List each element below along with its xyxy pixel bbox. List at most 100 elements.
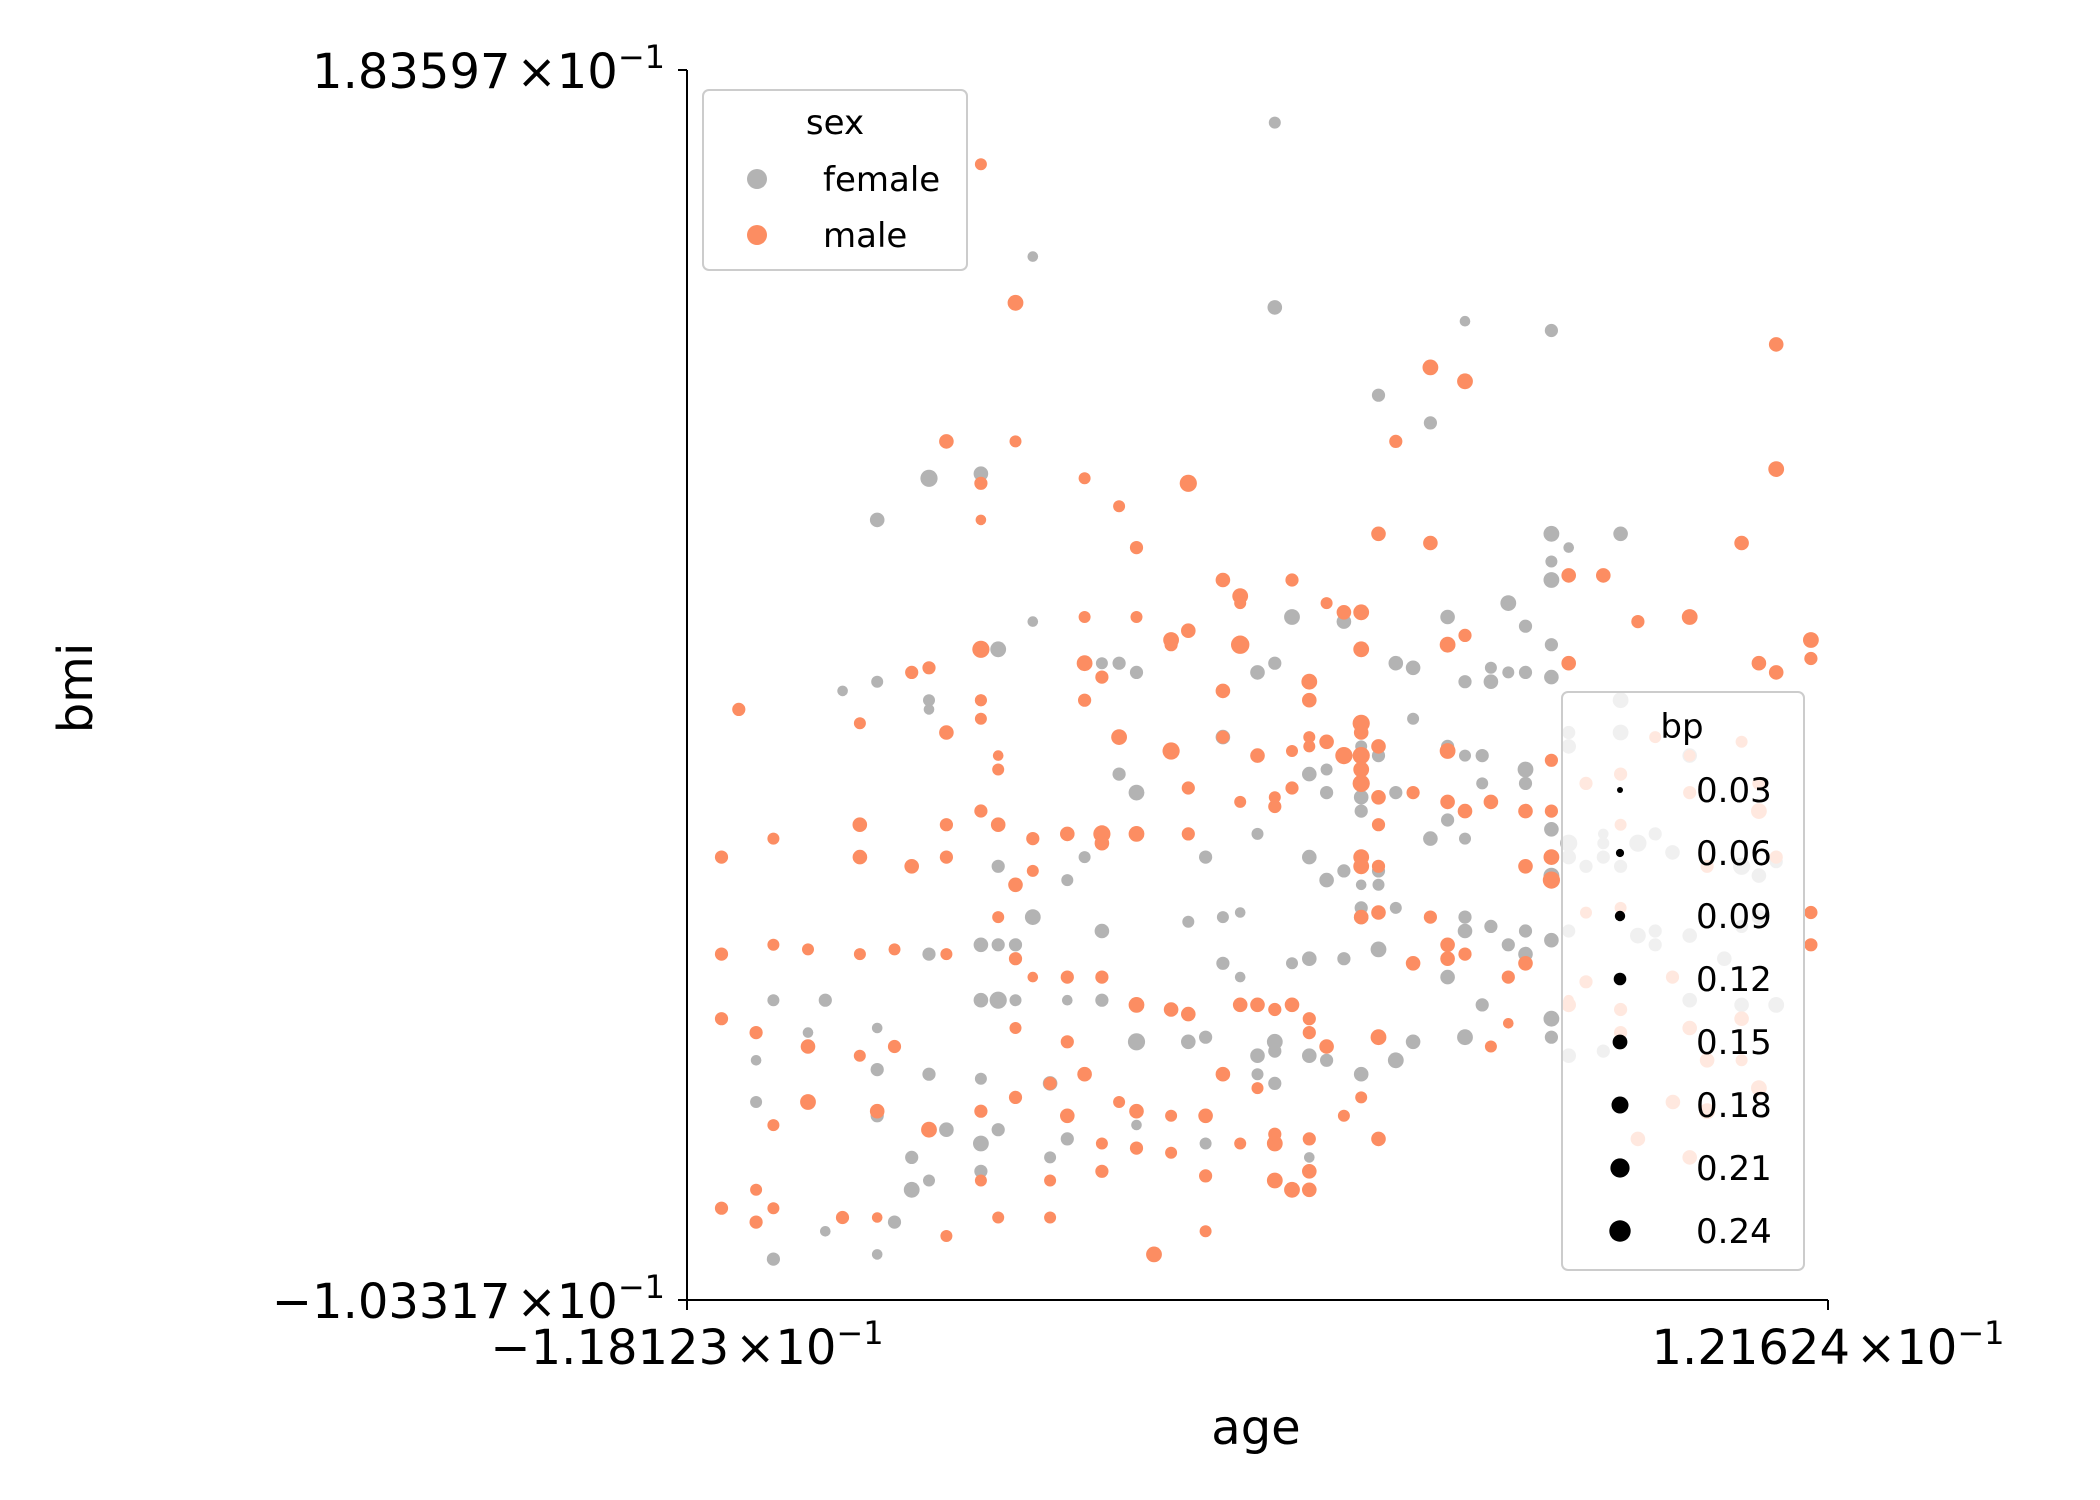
point-female [1182,915,1195,928]
point-female [750,1055,762,1066]
point-male [1232,997,1248,1013]
point-male [1268,791,1281,804]
point-male [1009,435,1022,448]
y-tick-top-mantissa: 1.83597 [312,44,511,100]
point-female [1095,993,1109,1007]
point-male [1129,1103,1144,1119]
point-male [1543,849,1560,865]
point-male [1250,748,1265,763]
point-male [1303,731,1316,744]
point-male [1370,1029,1387,1046]
point-male [1078,611,1091,623]
point-female [1129,665,1144,680]
x-tick-label-left: −1.18123 ×10−1 [490,1314,883,1376]
point-female [991,938,1005,952]
point-female [1353,789,1369,805]
point-male [1405,956,1421,971]
point-female [990,641,1007,658]
point-male [749,1026,763,1040]
point-male [714,850,729,864]
point-female [974,1072,987,1085]
point-male [1234,597,1247,610]
point-male [1198,1108,1213,1124]
point-female [1337,864,1351,878]
bp-legend-marker [1615,848,1625,858]
bp-legend-label: 0.03 [1696,771,1772,811]
point-female [1544,822,1559,837]
point-female [1407,712,1420,725]
point-female [1250,1048,1265,1063]
svg-text:−1.03317×10−1: −1.03317 ×10−1 [272,1268,665,1330]
point-male [974,1174,987,1187]
point-male [1319,1039,1334,1054]
point-female [1518,619,1533,633]
point-male [1113,1096,1126,1108]
sex-legend-title: sex [806,103,864,143]
bp-legend-marker [1617,787,1623,793]
point-female [818,993,832,1007]
point-female [1027,616,1039,627]
point-male [904,859,919,874]
point-male [1768,461,1785,477]
point-male [1266,1172,1283,1189]
svg-text:1.83597×10−1: 1.83597 ×10−1 [312,38,665,100]
point-male [1165,1109,1178,1122]
point-male [869,1103,885,1119]
point-male [1026,832,1040,846]
point-male [750,1183,763,1196]
point-male [714,1201,729,1215]
point-female [1234,907,1246,918]
point-male [1302,692,1317,708]
legend-marker-female [747,169,767,189]
point-female [766,1252,781,1266]
point-male [1181,1006,1196,1022]
point-female [1353,1066,1369,1082]
point-female [1544,638,1558,652]
point-male [1734,535,1749,551]
bp-legend-label: 0.12 [1696,960,1772,1000]
point-male [1458,947,1472,961]
point-male [1501,970,1515,984]
point-female [1354,804,1368,818]
point-male [1768,665,1784,680]
y-axis-label: bmi [48,643,104,734]
point-female [1484,661,1497,674]
point-male [1804,905,1818,920]
y-tick-top-sep: ×10 [517,44,618,100]
point-male [1008,952,1023,966]
point-female [1044,1151,1057,1164]
point-male [1251,1082,1264,1095]
point-female [1458,675,1472,689]
point-male [767,938,780,951]
point-male [1044,1174,1057,1187]
y-tick-bottom-mantissa: −1.03317 [272,1274,511,1330]
point-male [992,750,1004,761]
point-male [1286,745,1298,757]
point-male [1503,1018,1514,1029]
point-female [1319,872,1334,888]
point-male [1095,670,1109,684]
point-male [1268,1002,1282,1017]
point-female [1304,1152,1315,1163]
point-male [1484,1040,1497,1053]
point-female [1286,957,1298,970]
point-male [1077,1066,1092,1082]
point-male [1179,474,1197,492]
point-female [1440,969,1455,985]
point-female [1457,1029,1473,1046]
point-male [1163,632,1179,648]
point-male [1320,597,1333,610]
point-male [1060,1108,1075,1124]
point-female [870,1063,884,1077]
point-male [1215,572,1231,588]
point-female [1355,879,1367,891]
point-female [1405,660,1421,676]
x-tick-right-mantissa: 1.21624 [1652,1320,1851,1376]
point-female [1543,1010,1560,1027]
point-male [1371,790,1386,805]
point-male [992,763,1005,776]
point-female [1545,555,1558,568]
point-male [1302,1012,1316,1026]
x-tick-right-sep: ×10 [1856,1320,1957,1376]
point-male [1284,1181,1300,1198]
